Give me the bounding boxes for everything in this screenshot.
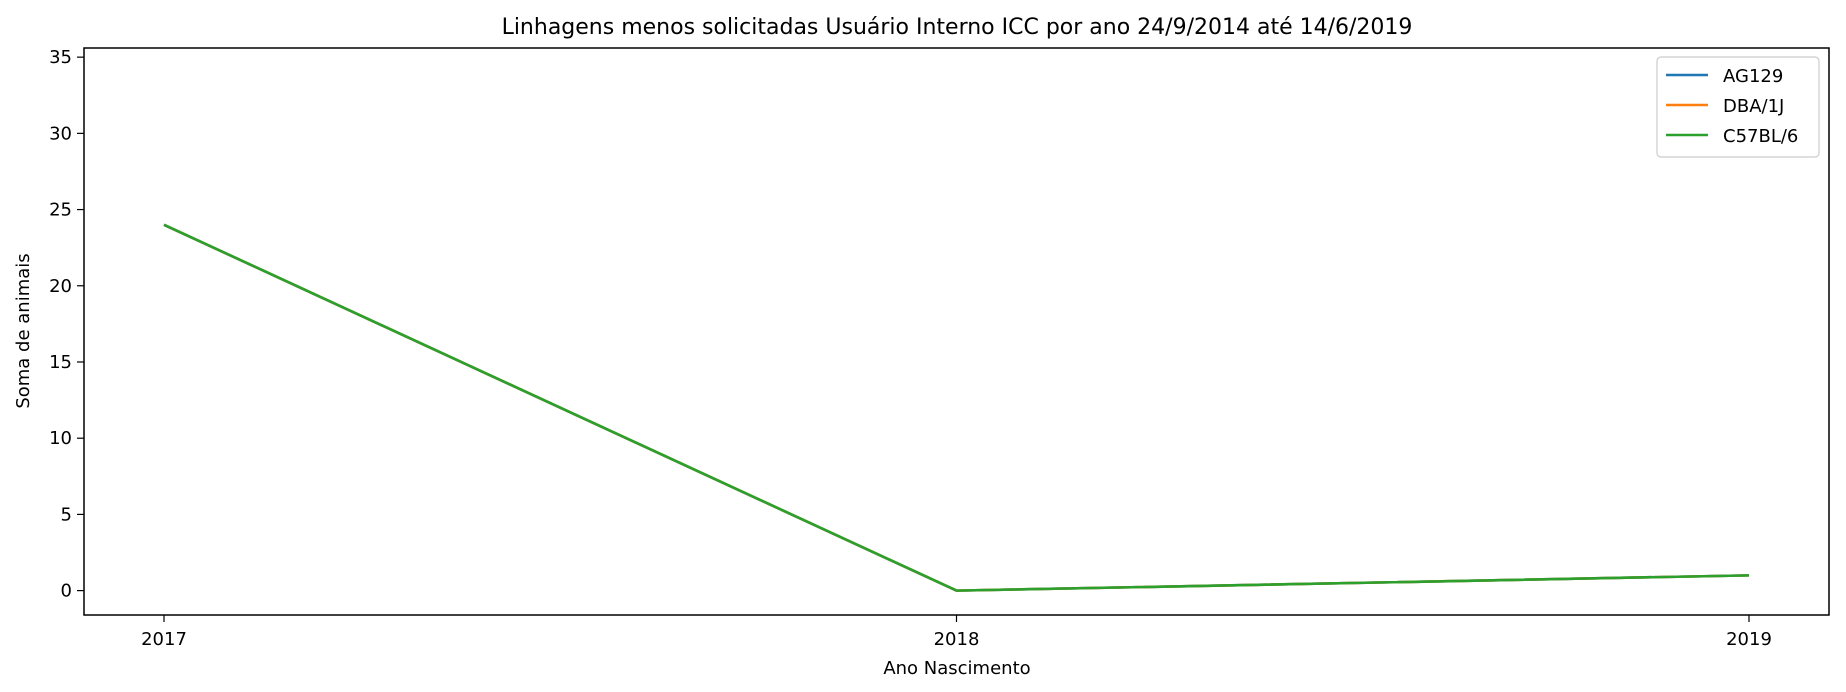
x-axis: 2017 2018 2019 bbox=[141, 615, 1772, 650]
y-tick-label: 35 bbox=[49, 47, 72, 68]
x-axis-label: Ano Nascimento bbox=[883, 658, 1030, 679]
y-tick-label: 10 bbox=[49, 428, 72, 449]
x-tick-label: 2017 bbox=[141, 629, 187, 650]
legend-label: DBA/1J bbox=[1723, 96, 1784, 117]
y-axis-label: Soma de animais bbox=[13, 253, 34, 408]
series-line-dba-1j bbox=[163, 223, 1750, 592]
legend: AG129 DBA/1J C57BL/6 bbox=[1656, 56, 1820, 158]
y-tick-label: 25 bbox=[49, 200, 72, 221]
y-tick-label: 30 bbox=[49, 123, 72, 144]
series-line-ag129 bbox=[163, 223, 1750, 592]
legend-box bbox=[1656, 56, 1820, 158]
chart-title: Linhagens menos solicitadas Usuário Inte… bbox=[502, 15, 1413, 40]
y-tick-label: 20 bbox=[49, 276, 72, 297]
legend-label: C57BL/6 bbox=[1723, 126, 1798, 147]
x-tick-label: 2019 bbox=[1726, 629, 1772, 650]
y-tick-label: 0 bbox=[61, 581, 72, 602]
series-line-c57bl-6 bbox=[163, 223, 1750, 592]
legend-label: AG129 bbox=[1723, 66, 1783, 87]
plot-frame bbox=[83, 47, 1830, 616]
plot-area bbox=[163, 223, 1750, 592]
x-tick-label: 2018 bbox=[934, 629, 980, 650]
y-tick-label: 15 bbox=[49, 352, 72, 373]
y-tick-label: 5 bbox=[61, 504, 72, 525]
y-axis: 0 5 10 15 20 25 30 35 bbox=[49, 47, 84, 602]
